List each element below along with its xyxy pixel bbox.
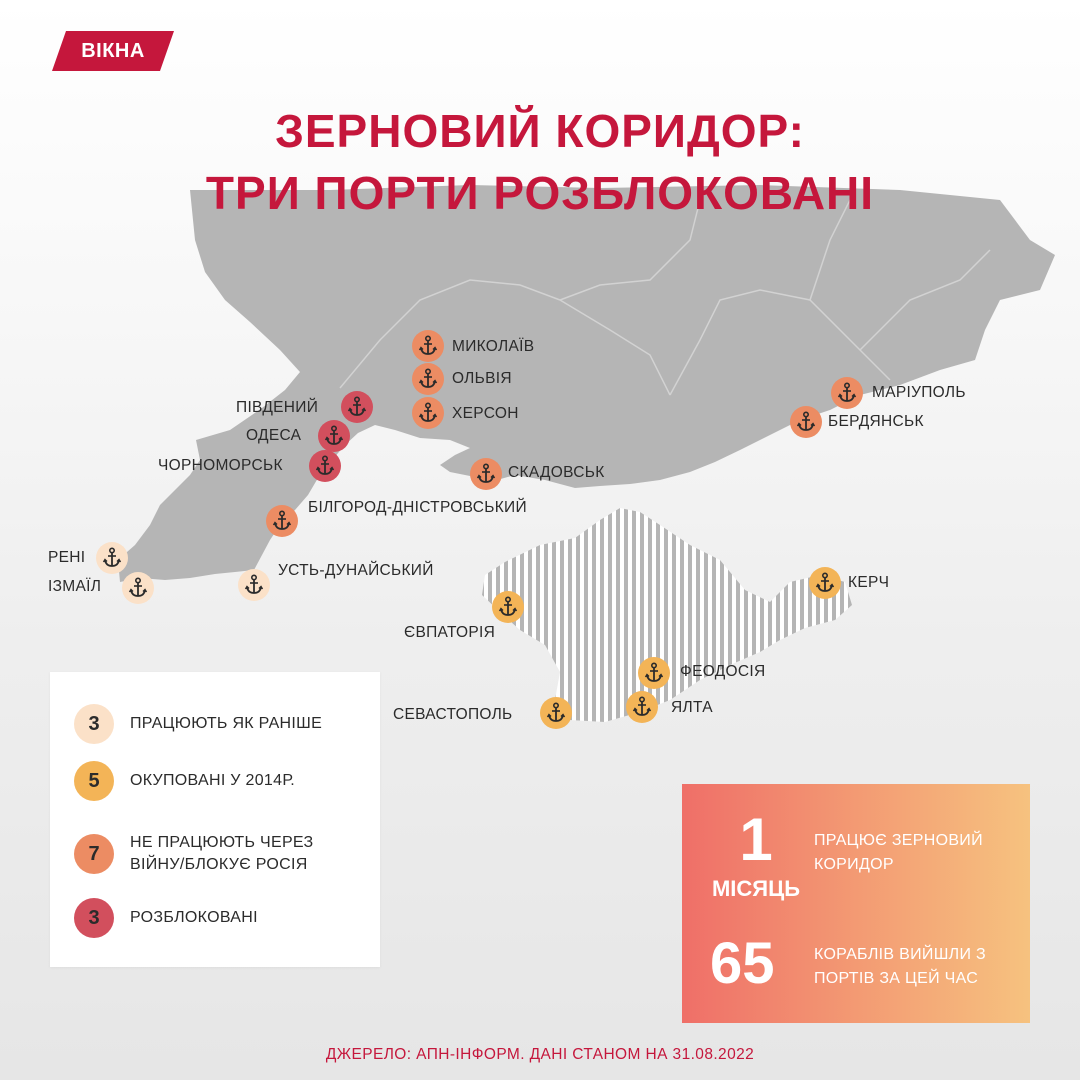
- source-note: ДЖЕРЕЛО: АПН-ІНФОРМ. ДАНІ СТАНОМ НА 31.0…: [325, 1046, 755, 1063]
- port-label-olviia: ОЛЬВІЯ: [452, 370, 512, 387]
- duration-text: ПРАЦЮЄ ЗЕРНОВИЙ КОРИДОР: [814, 832, 983, 873]
- ships-value: 65: [710, 931, 775, 996]
- anchor-icon: [244, 574, 264, 596]
- title-line-1: ЗЕРНОВИЙ КОРИДОР:: [275, 105, 805, 157]
- port-marker[interactable]: [540, 697, 572, 729]
- port-marker[interactable]: [96, 542, 128, 574]
- legend-item-working: 3 ПРАЦЮЮТЬ ЯК РАНІШЕ: [74, 704, 370, 744]
- port-marker[interactable]: [266, 505, 298, 537]
- legend-label-unblocked: РОЗБЛОКОВАНІ: [130, 909, 258, 926]
- port-marker[interactable]: [470, 458, 502, 490]
- region-borders: [339, 199, 991, 396]
- port-label-izmail: ІЗМАЇЛ: [48, 578, 102, 595]
- port-label-kherson: ХЕРСОН: [452, 405, 519, 422]
- duration-unit: МІСЯЦЬ: [711, 876, 801, 901]
- port-marker[interactable]: [412, 363, 444, 395]
- port-marker[interactable]: [122, 572, 154, 604]
- port-label-mykolaiv: МИКОЛАЇВ: [452, 338, 535, 355]
- port-label-pivdennyi: ПІВДЕНИЙ: [236, 399, 319, 416]
- legend-item-unblocked: 3 РОЗБЛОКОВАНІ: [74, 898, 370, 938]
- port-marker[interactable]: [626, 691, 658, 723]
- port-marker[interactable]: [341, 391, 373, 423]
- logo-shape: [52, 31, 174, 71]
- anchor-icon: [644, 662, 664, 684]
- logo-text: ВІКНА: [81, 40, 145, 62]
- port-label-feodosiia: ФЕОДОСІЯ: [680, 663, 766, 680]
- port-label-chornomorsk: ЧОРНОМОРСЬК: [158, 457, 283, 474]
- legend-count-occupied: 5: [74, 761, 114, 801]
- anchor-icon: [418, 402, 438, 424]
- port-marker[interactable]: [638, 657, 670, 689]
- port-marker[interactable]: [318, 420, 350, 452]
- legend-label-blocked: НЕ ПРАЦЮЮТЬ ЧЕРЕЗ ВІЙНУ/БЛОКУЄ РОСІЯ: [130, 834, 314, 873]
- anchor-icon: [815, 572, 835, 594]
- port-marker[interactable]: [809, 567, 841, 599]
- port-marker[interactable]: [831, 377, 863, 409]
- port-label-kerch: КЕРЧ: [848, 574, 890, 591]
- anchor-icon: [102, 547, 122, 569]
- legend-count-working: 3: [74, 704, 114, 744]
- port-marker[interactable]: [238, 569, 270, 601]
- anchor-icon: [632, 696, 652, 718]
- port-marker[interactable]: [492, 591, 524, 623]
- port-label-reni: РЕНІ: [48, 549, 86, 566]
- anchor-icon: [128, 577, 148, 599]
- ships-text: КОРАБЛІВ ВИЙШЛИ З ПОРТІВ ЗА ЦЕЙ ЧАС: [814, 946, 986, 987]
- anchor-icon: [347, 396, 367, 418]
- anchor-icon: [546, 702, 566, 724]
- anchor-icon: [324, 425, 344, 447]
- port-marker[interactable]: [790, 406, 822, 438]
- legend-item-occupied: 5 ОКУПОВАНІ У 2014Р.: [74, 761, 370, 801]
- legend-panel: 3 ПРАЦЮЮТЬ ЯК РАНІШЕ 5 ОКУПОВАНІ У 2014Р…: [50, 672, 380, 967]
- port-label-ust-dunaiskyi: УСТЬ-ДУНАЙСЬКИЙ: [278, 562, 434, 579]
- anchor-icon: [315, 455, 335, 477]
- anchor-icon: [476, 463, 496, 485]
- legend-label-occupied: ОКУПОВАНІ У 2014Р.: [130, 772, 296, 789]
- port-label-yalta: ЯЛТА: [671, 699, 713, 716]
- anchor-icon: [498, 596, 518, 618]
- legend-label-working: ПРАЦЮЮТЬ ЯК РАНІШЕ: [130, 715, 323, 732]
- port-label-sevastopol: СЕВАСТОПОЛЬ: [393, 706, 513, 723]
- port-marker[interactable]: [412, 330, 444, 362]
- legend-count-unblocked: 3: [74, 898, 114, 938]
- port-label-odesa: ОДЕСА: [246, 427, 302, 444]
- vikna-logo[interactable]: ВІКНА: [52, 31, 174, 71]
- anchor-icon: [272, 510, 292, 532]
- port-label-skadovsk: СКАДОВСЬК: [508, 464, 605, 481]
- crimea-occupied: [482, 508, 852, 722]
- legend-item-blocked: 7 НЕ ПРАЦЮЮТЬ ЧЕРЕЗ ВІЙНУ/БЛОКУЄ РОСІЯ: [74, 832, 358, 876]
- port-label-yevpatoriia: ЄВПАТОРІЯ: [404, 624, 496, 641]
- anchor-icon: [418, 368, 438, 390]
- port-marker[interactable]: [309, 450, 341, 482]
- duration-value: 1: [739, 806, 773, 873]
- anchor-icon: [837, 382, 857, 404]
- port-label-mariupol: МАРІУПОЛЬ: [872, 384, 966, 401]
- legend-count-blocked: 7: [74, 834, 114, 874]
- port-label-berdiansk: БЕРДЯНСЬК: [828, 413, 924, 430]
- mainland-ukraine: [118, 185, 1055, 582]
- title-line-2: ТРИ ПОРТИ РОЗБЛОКОВАНІ: [205, 167, 875, 219]
- port-marker[interactable]: [412, 397, 444, 429]
- anchor-icon: [796, 411, 816, 433]
- anchor-icon: [418, 335, 438, 357]
- port-label-bilhorod: БІЛГОРОД-ДНІСТРОВСЬКИЙ: [308, 499, 527, 516]
- stats-panel: 1 МІСЯЦЬ ПРАЦЮЄ ЗЕРНОВИЙ КОРИДОР 65 КОРА…: [682, 784, 1030, 1023]
